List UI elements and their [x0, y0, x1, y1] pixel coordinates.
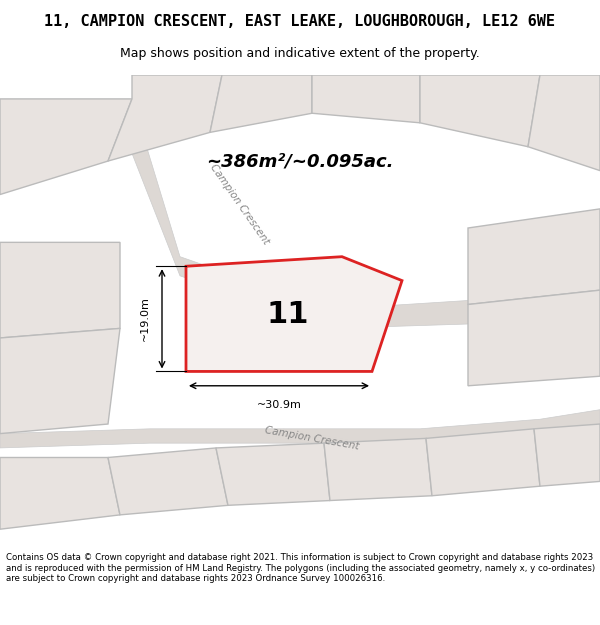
Text: ~30.9m: ~30.9m — [257, 400, 301, 410]
Polygon shape — [324, 438, 432, 501]
Polygon shape — [210, 75, 312, 132]
Polygon shape — [108, 448, 228, 515]
Text: ~19.0m: ~19.0m — [140, 296, 150, 341]
Polygon shape — [420, 75, 540, 147]
Polygon shape — [312, 75, 420, 122]
Polygon shape — [0, 410, 600, 448]
Text: Campion Crescent: Campion Crescent — [264, 425, 360, 452]
Text: Map shows position and indicative extent of the property.: Map shows position and indicative extent… — [120, 48, 480, 61]
Polygon shape — [0, 458, 120, 529]
Polygon shape — [0, 328, 120, 434]
Polygon shape — [468, 209, 600, 304]
Polygon shape — [528, 75, 600, 171]
Polygon shape — [426, 429, 540, 496]
Text: Contains OS data © Crown copyright and database right 2021. This information is : Contains OS data © Crown copyright and d… — [6, 553, 595, 583]
Polygon shape — [468, 290, 600, 386]
Text: Campion Crescent: Campion Crescent — [208, 162, 272, 246]
Text: 11: 11 — [267, 299, 309, 329]
Text: ~386m²/~0.095ac.: ~386m²/~0.095ac. — [206, 152, 394, 170]
Polygon shape — [186, 257, 402, 371]
Polygon shape — [534, 424, 600, 486]
Text: 11, CAMPION CRESCENT, EAST LEAKE, LOUGHBOROUGH, LE12 6WE: 11, CAMPION CRESCENT, EAST LEAKE, LOUGHB… — [44, 14, 556, 29]
Polygon shape — [216, 443, 330, 505]
Polygon shape — [0, 99, 132, 194]
Polygon shape — [120, 99, 600, 328]
Polygon shape — [0, 242, 120, 338]
Polygon shape — [108, 75, 222, 161]
